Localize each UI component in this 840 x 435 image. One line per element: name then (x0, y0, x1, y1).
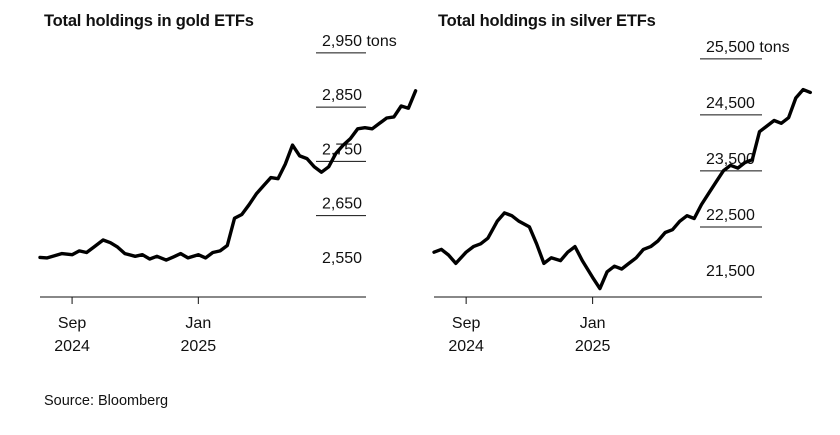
gold-y-tick-label: 2,550 (322, 250, 362, 267)
silver-y-tick-label: 21,500 (706, 263, 755, 280)
gold-x-tick-label: Sep (58, 315, 87, 332)
silver-y-tick-label: 22,500 (706, 207, 755, 224)
gold-chart-title: Total holdings in gold ETFs (44, 12, 254, 30)
gold-y-tick-label: 2,750 (322, 141, 362, 158)
source-note: Source: Bloomberg (44, 393, 169, 409)
gold-x-tick-year-label: 2024 (54, 338, 90, 355)
silver-x-tick-year-label: 2024 (448, 338, 484, 355)
gold-etf-chart: 2,550 2,650 2,750 2,850 2,950 tons Sep 2024 Jan… (38, 33, 418, 355)
gold-y-tick-label: 2,950 tons (322, 33, 397, 50)
silver-y-tick-label: 24,500 (706, 95, 755, 112)
gold-holdings-line (38, 89, 418, 262)
silver-holdings-line (432, 87, 812, 291)
gold-x-tick-year-label: 2025 (181, 338, 217, 355)
gold-y-tick-label: 2,850 (322, 87, 362, 104)
gold-y-tick-label: 2,650 (322, 196, 362, 213)
gold-x-tick-label: Jan (185, 315, 211, 332)
silver-x-tick-label: Sep (452, 315, 481, 332)
silver-y-tick-label: 25,500 tons (706, 39, 790, 56)
silver-chart-title: Total holdings in silver ETFs (438, 12, 656, 30)
silver-x-tick-label: Jan (580, 315, 606, 332)
silver-x-tick-year-label: 2025 (575, 338, 611, 355)
